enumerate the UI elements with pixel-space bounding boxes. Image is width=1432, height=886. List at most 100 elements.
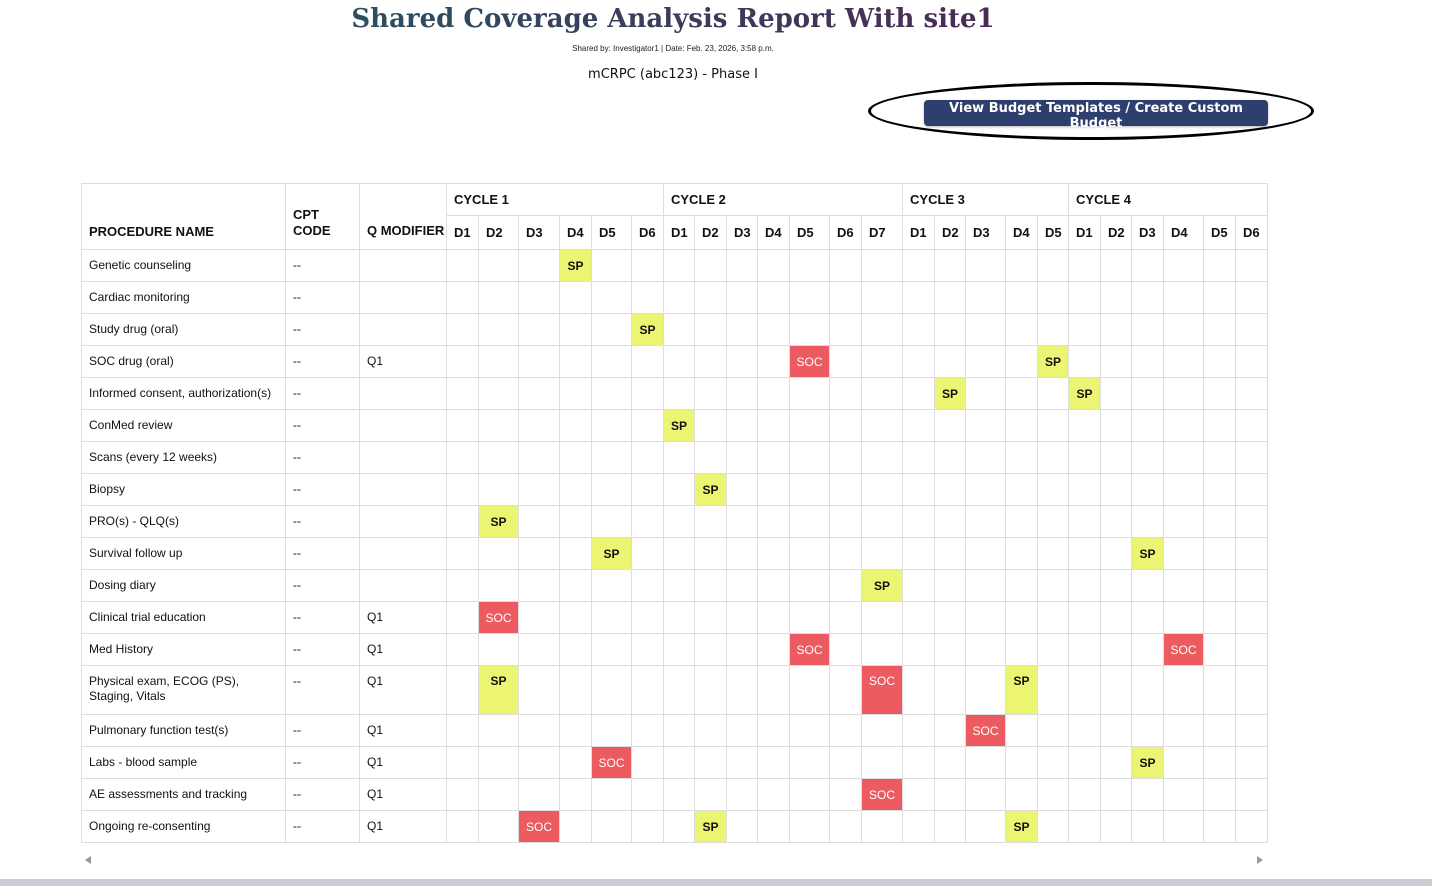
empty-cell (694, 313, 727, 346)
sp-badge-cell[interactable]: SP (591, 537, 632, 570)
empty-cell (829, 665, 862, 715)
empty-cell (789, 473, 830, 506)
sp-badge-cell[interactable]: SP (1131, 537, 1165, 570)
empty-cell (446, 665, 479, 715)
header-q-modifier: Q MODIFIER (359, 183, 447, 250)
empty-cell (518, 537, 560, 570)
day-header: D3 (518, 215, 560, 250)
sp-badge-cell[interactable]: SP (631, 313, 664, 346)
empty-cell (1068, 665, 1102, 715)
empty-cell (860, 601, 904, 634)
empty-cell (559, 441, 592, 474)
day-header: D2 (694, 215, 727, 250)
empty-cell (1005, 409, 1039, 442)
empty-cell (446, 633, 479, 666)
cpt-code: -- (285, 473, 360, 506)
empty-cell (1005, 345, 1039, 378)
sp-badge-cell[interactable]: SP (1037, 345, 1070, 378)
empty-cell (934, 778, 967, 811)
view-budget-templates-button[interactable]: View Budget Templates / Create Custom Bu… (924, 100, 1268, 131)
empty-cell (757, 746, 790, 779)
empty-cell (965, 473, 1007, 506)
empty-cell (1131, 778, 1165, 811)
empty-cell (591, 505, 632, 538)
sp-badge-cell[interactable]: SP (1005, 810, 1039, 843)
day-header: D4 (559, 215, 592, 250)
sp-badge-cell[interactable]: SP (559, 249, 592, 282)
empty-cell (1163, 569, 1205, 602)
q-modifier: Q1 (359, 345, 447, 378)
empty-cell (934, 537, 967, 570)
empty-cell (559, 313, 592, 346)
empty-cell (1100, 505, 1133, 538)
soc-badge-cell[interactable]: SOC (860, 665, 904, 715)
sp-badge-cell[interactable]: SP (478, 665, 519, 715)
horizontal-scrollbar[interactable] (81, 852, 1267, 868)
empty-cell (1163, 473, 1205, 506)
q-modifier (359, 537, 447, 570)
sp-badge-cell[interactable]: SP (478, 505, 519, 538)
empty-cell (1068, 345, 1102, 378)
empty-cell (902, 810, 936, 843)
empty-cell (934, 409, 967, 442)
sp-badge-cell[interactable]: SP (663, 409, 695, 442)
empty-cell (631, 537, 664, 570)
empty-cell (559, 281, 592, 314)
empty-cell (591, 633, 632, 666)
soc-badge-cell[interactable]: SOC (789, 633, 830, 666)
empty-cell (1131, 601, 1165, 634)
soc-badge-cell[interactable]: SOC (965, 714, 1007, 747)
empty-cell (726, 249, 758, 282)
sp-badge-cell[interactable]: SP (694, 473, 727, 506)
empty-cell (478, 778, 519, 811)
empty-cell (446, 345, 479, 378)
empty-cell (446, 409, 479, 442)
sp-badge-cell[interactable]: SP (1131, 746, 1165, 779)
sp-badge-cell[interactable]: SP (1005, 665, 1039, 715)
empty-cell (829, 778, 862, 811)
soc-badge-cell[interactable]: SOC (860, 778, 904, 811)
sp-badge-cell[interactable]: SP (1068, 377, 1102, 410)
cycle-header: CYCLE 4 (1068, 183, 1269, 216)
soc-badge-cell[interactable]: SOC (1163, 633, 1205, 666)
empty-cell (518, 778, 560, 811)
empty-cell (1235, 345, 1269, 378)
sp-badge-cell[interactable]: SP (860, 569, 904, 602)
empty-cell (726, 377, 758, 410)
cpt-code: -- (285, 714, 360, 747)
empty-cell (934, 665, 967, 715)
empty-cell (1163, 345, 1205, 378)
soc-badge-cell[interactable]: SOC (518, 810, 560, 843)
empty-cell (591, 714, 632, 747)
sp-badge-cell[interactable]: SP (934, 377, 967, 410)
empty-cell (1037, 505, 1070, 538)
empty-cell (663, 441, 695, 474)
table-row: Biopsy -- SP (81, 473, 1269, 506)
empty-cell (518, 505, 560, 538)
empty-cell (789, 569, 830, 602)
empty-cell (631, 633, 664, 666)
soc-badge-cell[interactable]: SOC (478, 601, 519, 634)
empty-cell (789, 665, 830, 715)
empty-cell (591, 778, 632, 811)
scroll-right-arrow-icon[interactable] (1257, 856, 1263, 864)
empty-cell (726, 505, 758, 538)
empty-cell (965, 441, 1007, 474)
empty-cell (965, 281, 1007, 314)
scroll-left-arrow-icon[interactable] (85, 856, 91, 864)
empty-cell (559, 746, 592, 779)
empty-cell (446, 505, 479, 538)
empty-cell (726, 473, 758, 506)
soc-badge-cell[interactable]: SOC (789, 345, 830, 378)
empty-cell (1037, 714, 1070, 747)
day-header: D3 (726, 215, 758, 250)
sp-badge-cell[interactable]: SP (694, 810, 727, 843)
empty-cell (518, 345, 560, 378)
window-bottom-bar (0, 879, 1432, 886)
empty-cell (694, 345, 727, 378)
empty-cell (934, 345, 967, 378)
empty-cell (860, 746, 904, 779)
empty-cell (1068, 441, 1102, 474)
soc-badge-cell[interactable]: SOC (591, 746, 632, 779)
empty-cell (757, 810, 790, 843)
